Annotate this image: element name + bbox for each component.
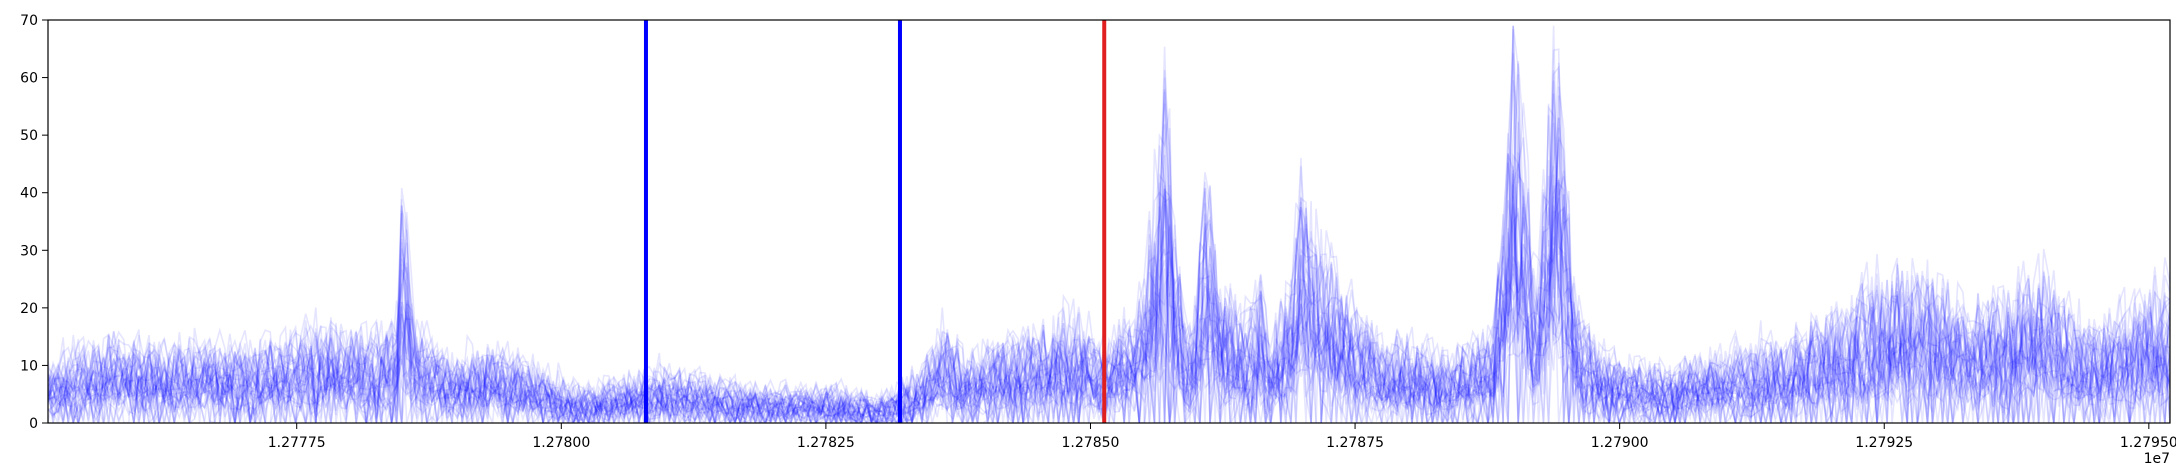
series-line xyxy=(48,195,2170,423)
series-line xyxy=(48,29,2170,423)
series-line xyxy=(48,80,2170,423)
series-line xyxy=(48,25,2170,423)
series-line xyxy=(48,277,2170,423)
series-line xyxy=(48,91,2170,423)
series-line xyxy=(48,205,2170,423)
series-line xyxy=(48,196,2170,423)
x-tick-label: 1.27850 xyxy=(1062,435,1120,451)
x-tick-label: 1.27925 xyxy=(1855,435,1913,451)
series-line xyxy=(48,228,2170,423)
y-tick-label: 50 xyxy=(20,128,38,144)
series-line xyxy=(48,271,2170,423)
series-line xyxy=(48,122,2170,423)
series-line xyxy=(48,194,2170,423)
x-tick-label: 1.27875 xyxy=(1326,435,1384,451)
series-line xyxy=(48,103,2170,423)
series-line xyxy=(48,179,2170,423)
series-line xyxy=(48,46,2170,423)
y-tick-label: 40 xyxy=(20,186,38,202)
vertical-markers xyxy=(643,20,1107,423)
series-line xyxy=(48,48,2170,423)
plot-frame xyxy=(47,19,2171,424)
series-line xyxy=(48,117,2170,423)
series-line xyxy=(48,269,2170,423)
series-line xyxy=(48,160,2170,423)
series-line xyxy=(48,148,2170,423)
series-line xyxy=(48,25,2170,423)
series-group xyxy=(48,25,2170,423)
series-line xyxy=(48,193,2170,423)
x-tick-label: 1.27900 xyxy=(1591,435,1649,451)
x-tick-label: 1.27800 xyxy=(532,435,590,451)
x-tick-label: 1.27950 xyxy=(2120,435,2176,451)
series-line xyxy=(48,70,2170,423)
series-line xyxy=(48,174,2170,423)
y-tick-label: 30 xyxy=(20,243,38,259)
series-line xyxy=(48,204,2170,423)
x-offset-label: 1e7 xyxy=(2144,451,2170,467)
series-line xyxy=(48,63,2170,423)
y-tick-label: 60 xyxy=(20,71,38,87)
x-tick-label: 1.27825 xyxy=(797,435,855,451)
series-line xyxy=(48,69,2170,423)
x-tick-label: 1.27775 xyxy=(268,435,326,451)
x-axis: 1.27775 1.27800 1.27825 1.27850 1.27875 1.279… xyxy=(268,423,2176,451)
series-line xyxy=(48,153,2170,423)
y-axis: 0 10 20 30 40 50 60 70 xyxy=(20,13,48,432)
y-tick-label: 70 xyxy=(20,13,38,29)
series-line xyxy=(48,25,2170,423)
series-line xyxy=(48,65,2170,423)
series-line xyxy=(48,180,2170,423)
y-tick-label: 10 xyxy=(20,358,38,374)
series-line xyxy=(48,283,2170,423)
series-line xyxy=(48,74,2170,423)
series-line xyxy=(48,248,2170,423)
series-line xyxy=(48,127,2170,423)
y-tick-label: 0 xyxy=(29,416,38,432)
series-line xyxy=(48,62,2170,423)
series-line xyxy=(48,103,2170,423)
series-line xyxy=(48,173,2170,423)
series-line xyxy=(48,170,2170,423)
y-tick-label: 20 xyxy=(20,301,38,317)
series-line xyxy=(48,25,2170,423)
